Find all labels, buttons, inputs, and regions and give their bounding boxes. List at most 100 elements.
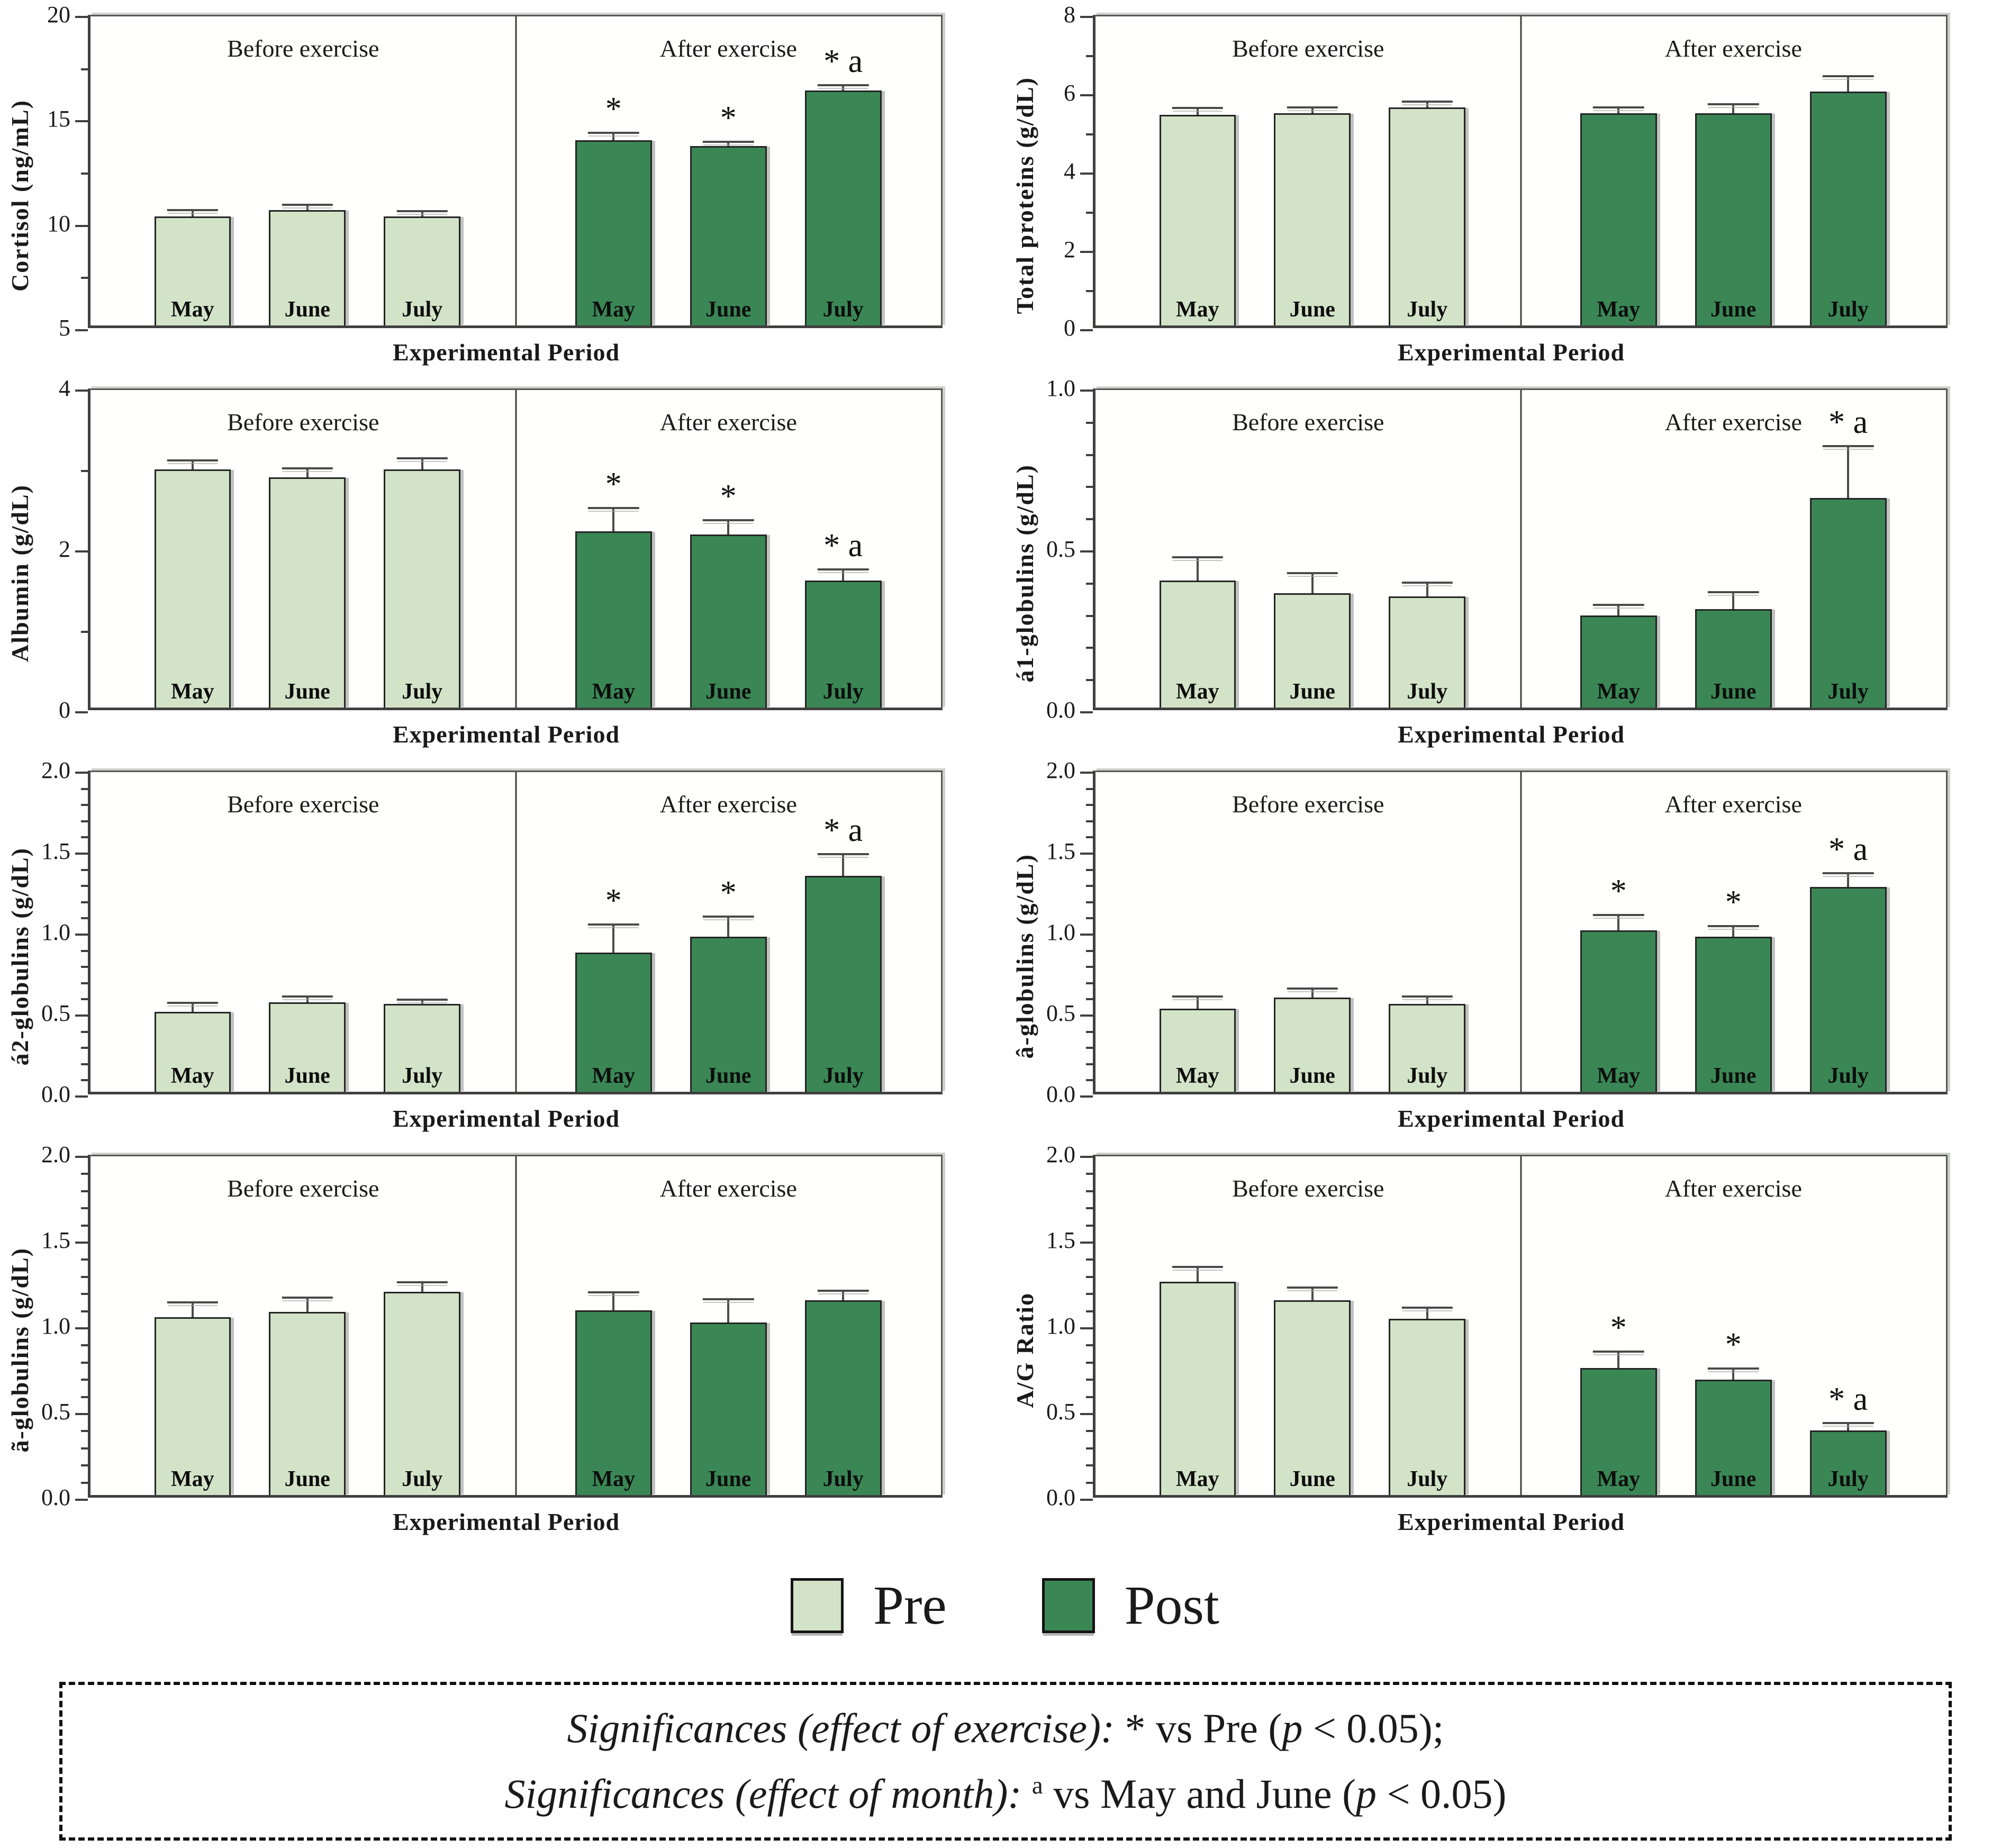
note-text-segment: Significances (effect of month): [504, 1771, 1032, 1817]
error-bar-cap [1593, 1351, 1644, 1353]
y-minor-tick [1086, 1430, 1093, 1433]
y-axis: 0.0 0.5 1.0 [1044, 377, 1093, 722]
error-bar-cap [1593, 913, 1644, 916]
month-label: May [592, 1064, 636, 1088]
bar-pre-july: July [1389, 596, 1466, 708]
month-label: June [1289, 297, 1335, 322]
y-tick-label: 1.0 [1046, 1313, 1075, 1339]
y-tick-label: 0.5 [41, 1000, 70, 1026]
plot-area: Before exercise After exercise May June July… [88, 1155, 943, 1498]
bar-post-june: June [1695, 609, 1772, 708]
y-axis: 0.0 0.5 1.0 1.5 2.0 [39, 1143, 88, 1509]
y-major-tick [1080, 550, 1093, 552]
error-bar-cap [1172, 556, 1224, 558]
error-bar-stem [421, 1283, 423, 1292]
month-label: July [1407, 1467, 1448, 1491]
y-major-tick [75, 1499, 88, 1501]
y-tick-label: 0 [1064, 315, 1075, 341]
chart-main: 0.0 0.5 1.0 1.5 2.0 Before exercise After exer… [1044, 759, 2010, 1142]
y-minor-tick [81, 1396, 88, 1398]
y-major-tick [1080, 934, 1093, 936]
y-tick-label: 15 [47, 106, 70, 132]
y-minor-tick [81, 1207, 88, 1210]
y-major-tick [75, 934, 88, 936]
bar-post-may: May [575, 953, 652, 1092]
significance-mark: * [1725, 1327, 1742, 1363]
y-tick-label: 1.5 [41, 838, 70, 864]
month-label: July [822, 1467, 864, 1491]
month-label: July [1827, 1064, 1869, 1088]
error-bar-stem [191, 1303, 194, 1317]
bar-pre-june: June [1274, 997, 1351, 1092]
plot-area: Before exercise After exercise May June July… [1093, 15, 1948, 328]
group-label: Before exercise [227, 791, 379, 818]
error-bar-stem [1847, 447, 1850, 498]
significance-mark: * [605, 882, 622, 919]
y-axis-title-area: â-globulins (g/dL) [1005, 771, 1044, 1142]
error-bar-cap [1708, 1367, 1759, 1370]
error-bar-cap [1593, 106, 1644, 108]
chart-panel-b-globulins: â-globulins (g/dL) 0.0 0.5 1.0 1.5 2.0 Before … [1005, 758, 2010, 1142]
error-bar-stem [1617, 1353, 1620, 1368]
chart-panel-cortisol: Cortisol (ng/mL) 5 10 15 20 Before exercise Af… [0, 2, 1005, 376]
y-minor-tick [81, 949, 88, 952]
y-tick-label: 2.0 [41, 1142, 70, 1167]
y-minor-tick [1086, 949, 1093, 952]
y-major-tick [75, 329, 88, 331]
y-tick-label: 1.5 [1046, 1227, 1075, 1253]
chart-panel-total-proteins: Total proteins (g/dL) 0 2 4 6 8 Before exercis… [1005, 2, 2010, 376]
y-minor-tick [81, 1275, 88, 1278]
bar-post-july: July [1809, 887, 1887, 1092]
y-axis-title-area: ã-globulins (g/dL) [0, 1155, 39, 1545]
y-minor-tick [1086, 582, 1093, 585]
y-minor-tick [81, 1293, 88, 1296]
y-axis-title-area: Cortisol (ng/mL) [0, 15, 39, 376]
y-minor-tick [81, 277, 88, 279]
y-tick-label: 5 [59, 315, 70, 341]
month-label: June [284, 1467, 330, 1491]
y-axis: 0 2 4 6 8 [1044, 3, 1093, 340]
bar-post-july: July [804, 1300, 882, 1495]
bar-post-june: June [690, 146, 767, 325]
y-minor-tick [81, 173, 88, 175]
y-minor-tick [81, 1258, 88, 1261]
y-minor-tick [1086, 212, 1093, 214]
error-bar-stem [612, 509, 615, 531]
axis-title-x: Experimental Period [392, 1508, 620, 1535]
legend-item-pre: Pre [791, 1578, 947, 1633]
significance-mark: * [720, 478, 737, 514]
y-tick-label: 2.0 [41, 757, 70, 783]
y-minor-tick [81, 1361, 88, 1364]
bar-pre-july: July [1389, 1003, 1466, 1092]
y-minor-tick [81, 631, 88, 633]
month-label: June [1289, 680, 1335, 704]
bar-pre-may: May [1159, 115, 1236, 325]
y-minor-tick [81, 820, 88, 822]
y-major-tick [75, 1413, 88, 1415]
y-minor-tick [81, 1173, 88, 1175]
bar-post-may: May [1580, 113, 1657, 325]
significance-mark: * [1725, 884, 1742, 920]
y-tick-label: 20 [47, 2, 70, 28]
note-superscript-a: a [1032, 1772, 1043, 1799]
error-bar-stem [612, 133, 615, 140]
y-minor-tick [1086, 679, 1093, 682]
error-bar-cap [396, 998, 448, 1001]
group-divider-line [1520, 390, 1522, 708]
y-minor-tick [1086, 1379, 1093, 1381]
error-bar-stem [1847, 77, 1850, 92]
chart-main: 0.0 0.5 1.0 1.5 2.0 Before exercise After exer… [39, 1143, 1005, 1545]
chart-main: 0.0 0.5 1.0 Before exercise After exercise Ma… [1044, 377, 2010, 758]
y-minor-tick [81, 982, 88, 984]
month-label: June [705, 297, 752, 322]
y-tick-label: 0.0 [41, 1081, 70, 1107]
y-minor-tick [1086, 1047, 1093, 1049]
error-bar-cap [1172, 1266, 1224, 1269]
axis-title-y: Total proteins (g/dL) [1011, 76, 1038, 314]
bar-post-july: July [804, 876, 882, 1092]
y-minor-tick [1086, 1190, 1093, 1192]
y-minor-tick [81, 1481, 88, 1484]
error-bar-cap [703, 141, 754, 143]
error-bar-stem [842, 570, 845, 581]
error-bar-cap [1822, 445, 1874, 447]
